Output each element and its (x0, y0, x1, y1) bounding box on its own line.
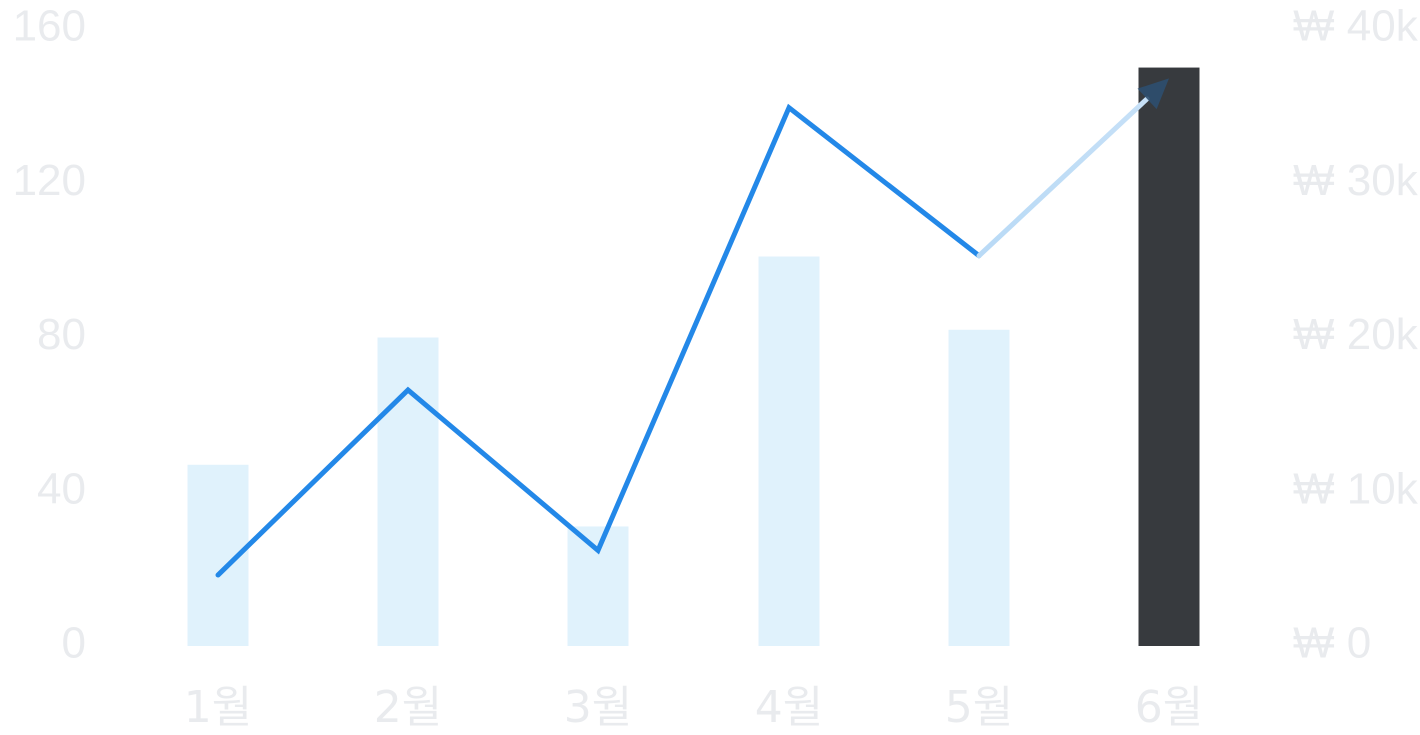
x-tick-label: 1월 (184, 682, 252, 733)
bar-series (187, 67, 1200, 646)
x-tick-label: 3월 (564, 682, 632, 733)
y-right-tick-label: ₩ 0 (1293, 619, 1371, 668)
line-projected-segment (976, 96, 1150, 259)
y-right-tick-label: ₩ 30k (1293, 156, 1419, 205)
bar-6 (1138, 67, 1200, 646)
bar-2 (377, 337, 439, 646)
x-tick-label: 5월 (945, 682, 1013, 733)
line-series (215, 78, 1169, 578)
y-right-tick-label: ₩ 20k (1293, 310, 1419, 359)
x-tick-label: 6월 (1135, 682, 1203, 733)
y-right-tick-label: ₩ 40k (1293, 2, 1419, 51)
bar-4 (758, 256, 820, 646)
x-tick-label: 4월 (755, 682, 823, 733)
y-right-tick-label: ₩ 10k (1293, 464, 1419, 513)
y-left-tick-label: 40 (37, 464, 86, 513)
y-left-axis: 160 120 80 40 0 (13, 2, 86, 668)
y-left-tick-label: 120 (13, 156, 86, 205)
x-tick-label: 2월 (374, 682, 442, 733)
y-left-tick-label: 80 (37, 310, 86, 359)
line-end-arrow (1137, 78, 1169, 110)
bar-5 (948, 329, 1010, 646)
y-left-tick-label: 160 (13, 2, 86, 51)
y-left-tick-label: 0 (62, 619, 86, 668)
line-path (215, 103, 982, 578)
x-axis: 1월 2월 3월 4월 5월 6월 (184, 682, 1203, 733)
y-right-axis: ₩ 40k ₩ 30k ₩ 20k ₩ 10k ₩ 0 (1293, 2, 1419, 668)
